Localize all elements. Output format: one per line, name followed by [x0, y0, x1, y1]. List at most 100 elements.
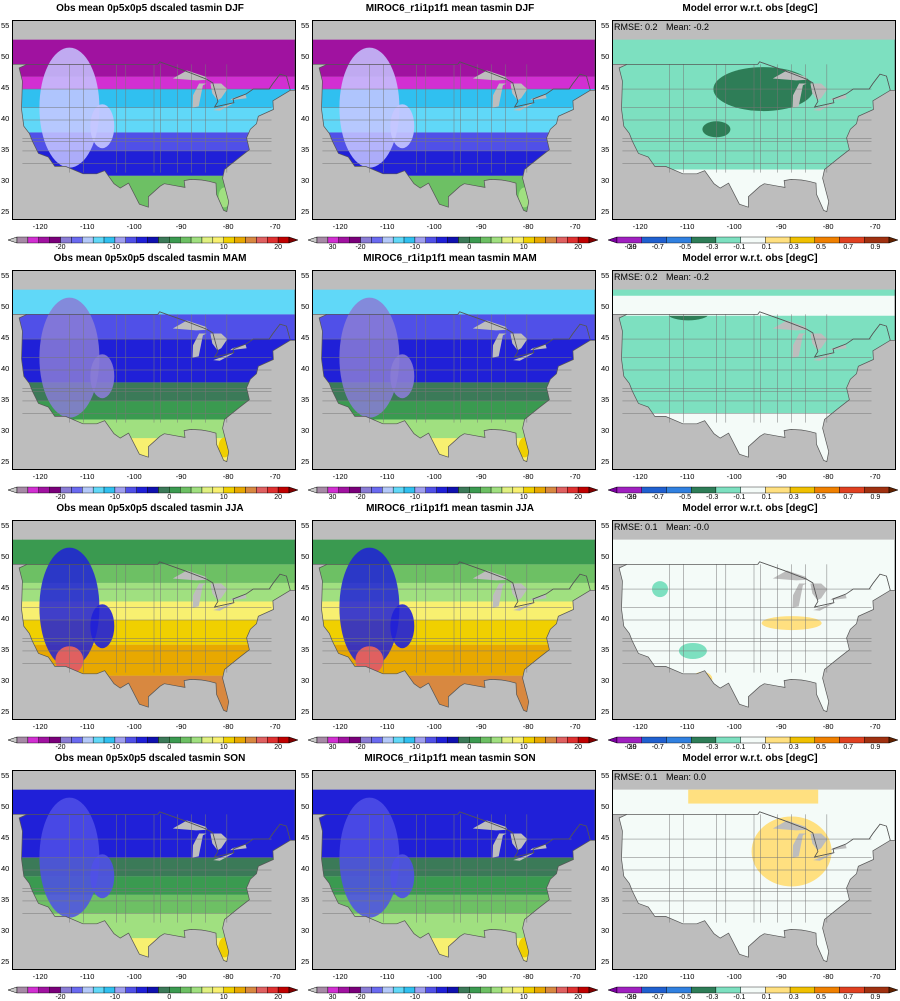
lat-tick-label: 35	[601, 644, 610, 654]
lat-tick-label: 25	[1, 956, 10, 966]
lon-tick-label: -110	[379, 722, 395, 731]
colorbar-tick-label: 0.1	[761, 494, 772, 501]
great-lake	[510, 333, 528, 351]
map-area	[12, 520, 296, 720]
lat-tick-label: 30	[601, 675, 610, 685]
panel-title: Obs mean 0p5x0p5 dscaled tasmin DJF	[56, 3, 244, 14]
lon-tick-label: -90	[475, 972, 487, 981]
great-lake	[513, 602, 534, 611]
colorbar-tick-label: 0.3	[788, 244, 799, 251]
great-lake	[510, 833, 528, 851]
lon-tick-label: -110	[679, 722, 695, 731]
colorbar-min-arrow	[8, 236, 18, 244]
error-stats: RMSE: 0.1 Mean: 0.0	[614, 772, 706, 782]
lat-tick-label: 25	[601, 456, 610, 466]
colorbar-swatch	[38, 986, 50, 994]
map-canvas	[313, 521, 595, 719]
colorbar-swatch	[490, 736, 503, 744]
colorbar-swatch	[616, 986, 642, 994]
colorbar-swatch	[436, 236, 448, 244]
lon-tick-label: -120	[632, 972, 648, 981]
great-lake	[213, 352, 234, 361]
canada-border	[13, 39, 295, 108]
colorbar-swatch	[765, 486, 791, 494]
colorbar-swatch	[114, 986, 126, 994]
lon-tick-label: -90	[475, 222, 487, 231]
colorbar-swatch	[103, 736, 116, 744]
colorbar-swatch	[360, 736, 372, 744]
colorbar-swatch	[103, 986, 116, 994]
mean-value: Mean: -0.0	[663, 522, 710, 532]
great-lake	[813, 602, 834, 611]
great-lake	[210, 333, 228, 351]
mean-value: Mean: -0.2	[663, 272, 710, 282]
colorbar-swatch	[814, 986, 840, 994]
colorbar-obs	[8, 236, 298, 244]
colorbar-swatch	[38, 236, 50, 244]
colorbar-swatch	[267, 486, 279, 494]
colorbar-tick-label: -0.1	[733, 994, 746, 1001]
lon-tick-label: -80	[822, 222, 834, 231]
colorbar-swatch	[349, 986, 361, 994]
great-lake	[813, 352, 834, 361]
lon-tick-label: -90	[475, 472, 487, 481]
colorbar-swatch	[190, 736, 203, 744]
colorbar-swatch	[371, 736, 383, 744]
colorbar-tick-label: -0.3	[706, 744, 719, 751]
map-panel-model-son: MIROC6_r1i1p1f1 mean tasmin SON 55 50 45 40 3…	[300, 750, 636, 1001]
lon-tick-label: -80	[522, 472, 534, 481]
colorbar-swatch	[501, 236, 514, 244]
colorbar-tick-label: -0.7	[651, 494, 664, 501]
lat-tick-label: 35	[1, 144, 10, 154]
colorbar-swatch	[512, 236, 524, 244]
colorbar-swatch	[125, 986, 137, 994]
colorbar-swatch	[641, 486, 667, 494]
colorbar-swatch	[27, 486, 39, 494]
lat-tick-label: 35	[301, 644, 310, 654]
colorbar-max-arrow	[588, 736, 598, 744]
lat-tick-label: 35	[301, 144, 310, 154]
colorbar-swatch	[414, 986, 426, 994]
lon-tick-label: -100	[726, 472, 742, 481]
colorbar-tick-label: 30	[628, 994, 637, 1001]
lon-tick-label: -90	[775, 972, 787, 981]
colorbar-swatch	[201, 986, 214, 994]
colorbar-swatch	[382, 236, 394, 244]
colorbar-tick-label: -10	[409, 744, 420, 751]
lon-tick-label: -100	[726, 722, 742, 731]
colorbar-swatch	[765, 236, 791, 244]
colorbar-tick-label: 10	[519, 744, 528, 751]
colorbar-tick-label: 0.1	[761, 244, 772, 251]
colorbar-tick-label: -20	[355, 744, 366, 751]
colorbar-model	[308, 736, 598, 744]
lat-tick-label: 50	[601, 52, 610, 62]
colorbar-swatch	[234, 236, 246, 244]
colorbar-swatch	[864, 486, 890, 494]
colorbar-min-arrow	[308, 236, 318, 244]
colorbar-swatch	[201, 736, 214, 744]
map-canvas	[613, 771, 895, 969]
colorbar-swatch	[136, 486, 148, 494]
great-lake	[192, 833, 207, 858]
colorbar-swatch	[360, 236, 372, 244]
mountain-region	[390, 354, 415, 399]
colorbar-obs	[8, 736, 298, 744]
colorbar-swatch	[458, 736, 470, 744]
great-lake	[513, 352, 534, 361]
colorbar-swatch	[27, 736, 39, 744]
canada-border	[313, 39, 595, 108]
colorbar-obs	[8, 486, 298, 494]
map-area: RMSE: 0.2 Mean: -0.2	[612, 20, 896, 220]
colorbar-swatch	[392, 236, 405, 244]
colorbar-swatch	[277, 486, 290, 494]
lon-tick-label: -120	[332, 972, 348, 981]
great-lake	[510, 583, 528, 601]
colorbar-swatch	[469, 486, 481, 494]
colorbar-swatch	[403, 486, 416, 494]
colorbar-swatch	[534, 236, 546, 244]
colorbar-swatch	[641, 736, 667, 744]
colorbar-swatch	[436, 736, 448, 744]
great-lake	[513, 852, 534, 861]
lon-tick-label: -100	[426, 972, 442, 981]
colorbar-max-arrow	[588, 236, 598, 244]
